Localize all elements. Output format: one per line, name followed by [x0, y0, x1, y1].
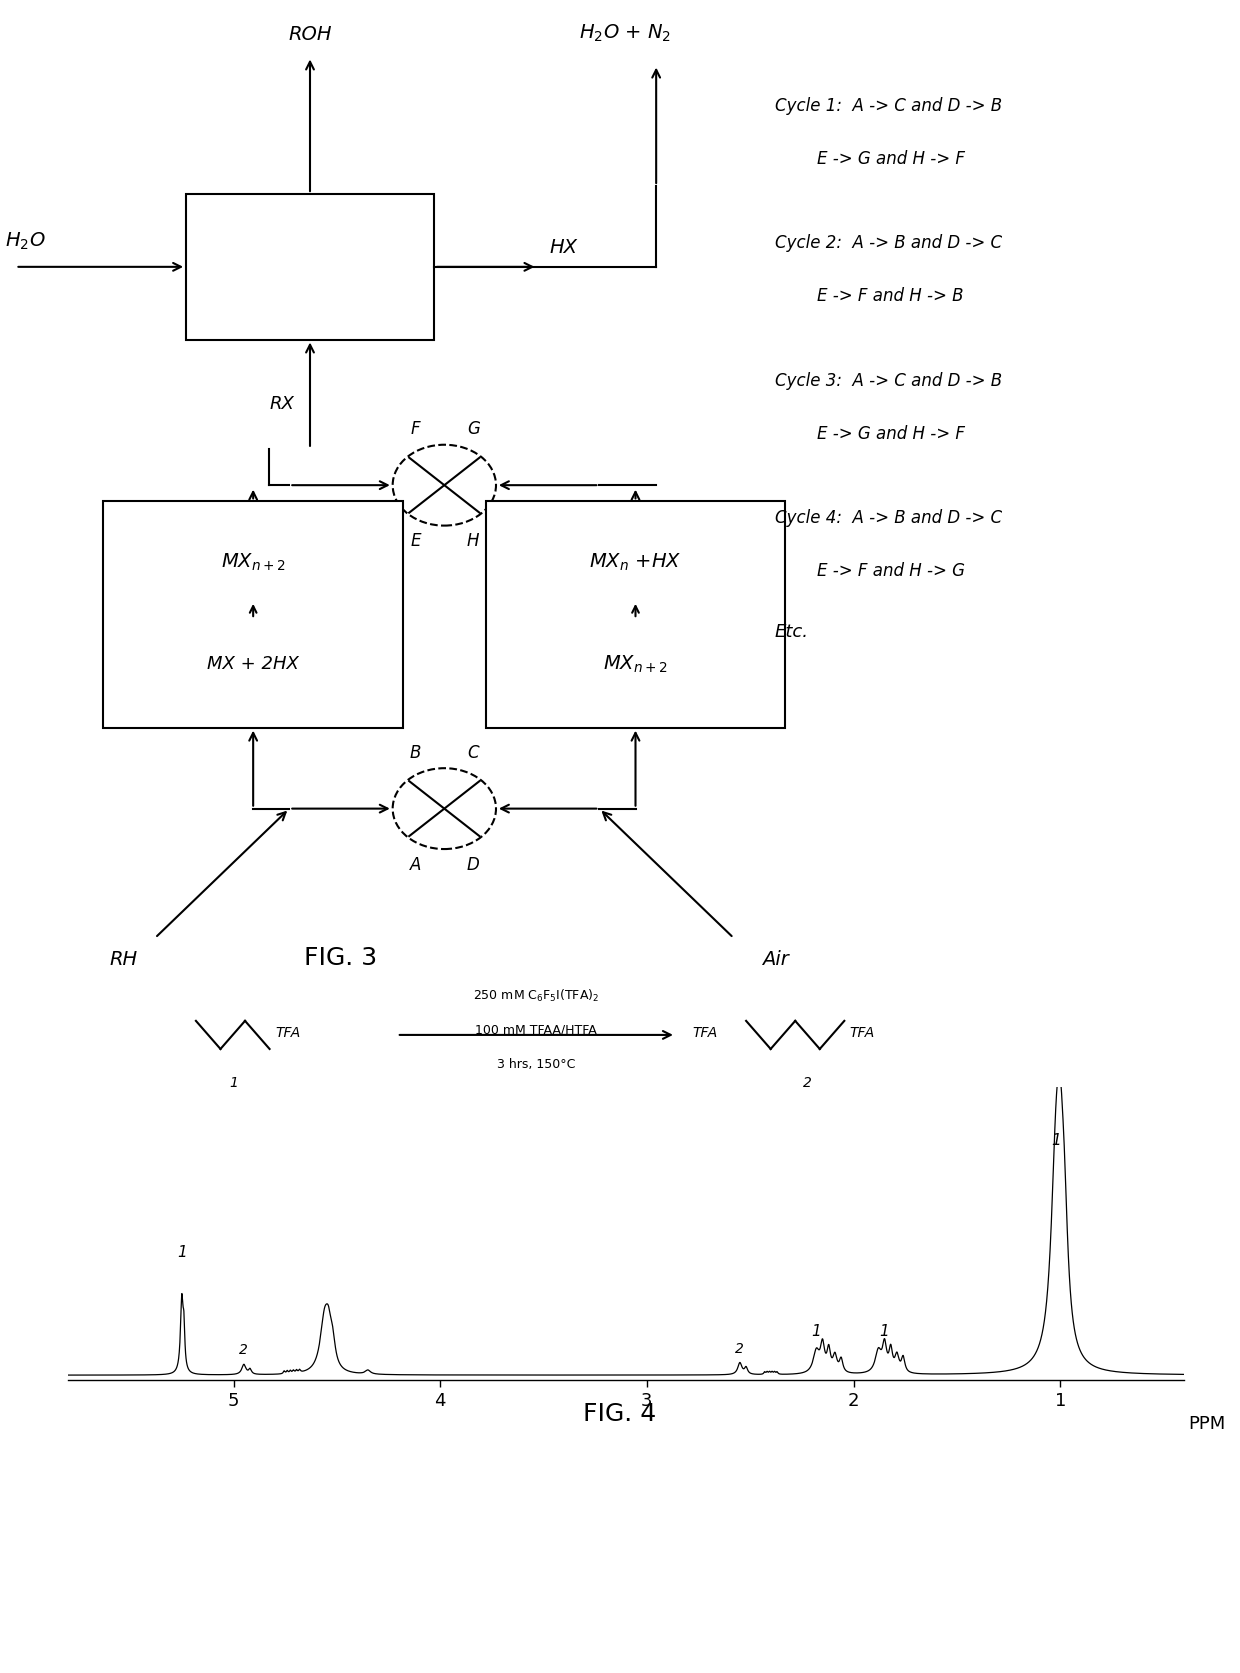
Text: H$_2$O + N$_2$: H$_2$O + N$_2$	[579, 23, 671, 45]
Text: FIG. 4: FIG. 4	[583, 1402, 657, 1425]
Text: 2: 2	[735, 1342, 744, 1357]
Text: 1: 1	[229, 1076, 238, 1091]
Text: MX$_n$ +HX: MX$_n$ +HX	[589, 552, 682, 574]
Circle shape	[393, 768, 496, 850]
Text: F: F	[410, 420, 420, 438]
Text: HX: HX	[549, 238, 578, 258]
Text: Cycle 4:  A -> B and D -> C: Cycle 4: A -> B and D -> C	[775, 510, 1002, 527]
Text: C: C	[467, 744, 479, 761]
Text: RX: RX	[269, 395, 295, 413]
Text: Cycle 3:  A -> C and D -> B: Cycle 3: A -> C and D -> B	[775, 371, 1002, 390]
Text: Cycle 1:  A -> C and D -> B: Cycle 1: A -> C and D -> B	[775, 97, 1002, 115]
Text: FIG. 3: FIG. 3	[305, 947, 377, 970]
Text: TFA: TFA	[275, 1026, 300, 1039]
Text: B: B	[409, 744, 422, 761]
Text: 3 hrs, 150°C: 3 hrs, 150°C	[497, 1059, 575, 1071]
Text: 2: 2	[239, 1343, 248, 1357]
Text: 250 mM C$_6$F$_5$I(TFA)$_2$: 250 mM C$_6$F$_5$I(TFA)$_2$	[474, 989, 599, 1004]
Text: E -> G and H -> F: E -> G and H -> F	[775, 425, 965, 443]
Text: E: E	[410, 532, 420, 550]
Text: E -> G and H -> F: E -> G and H -> F	[775, 149, 965, 167]
Text: 100 mM TFAA/HTFA: 100 mM TFAA/HTFA	[475, 1024, 598, 1036]
Text: ROH: ROH	[288, 25, 332, 45]
Bar	[186, 194, 434, 340]
Text: TFA: TFA	[849, 1026, 875, 1039]
Text: G: G	[466, 420, 480, 438]
X-axis label: PPM: PPM	[1188, 1415, 1225, 1434]
Circle shape	[393, 445, 496, 525]
Bar	[486, 502, 785, 728]
Text: A: A	[409, 855, 422, 873]
Text: MX$_{n+2}$: MX$_{n+2}$	[603, 654, 668, 674]
Text: MX$_{n+2}$: MX$_{n+2}$	[221, 552, 285, 574]
Text: H$_2$O: H$_2$O	[5, 231, 46, 253]
Text: Cycle 2:  A -> B and D -> C: Cycle 2: A -> B and D -> C	[775, 234, 1002, 253]
Text: E -> F and H -> G: E -> F and H -> G	[775, 562, 965, 581]
Text: 1: 1	[811, 1325, 821, 1338]
Text: Air: Air	[761, 950, 789, 969]
Text: 1: 1	[879, 1325, 889, 1338]
Text: 1: 1	[177, 1245, 187, 1260]
Text: RH: RH	[110, 950, 138, 969]
Text: TFA: TFA	[693, 1026, 718, 1039]
Text: E -> F and H -> B: E -> F and H -> B	[775, 288, 963, 304]
Text: 2: 2	[804, 1076, 812, 1091]
Text: Etc.: Etc.	[775, 622, 808, 641]
Text: H: H	[467, 532, 480, 550]
Text: D: D	[467, 855, 480, 873]
Text: MX + 2HX: MX + 2HX	[207, 656, 299, 673]
Bar	[103, 502, 403, 728]
Text: 1: 1	[1052, 1133, 1061, 1148]
